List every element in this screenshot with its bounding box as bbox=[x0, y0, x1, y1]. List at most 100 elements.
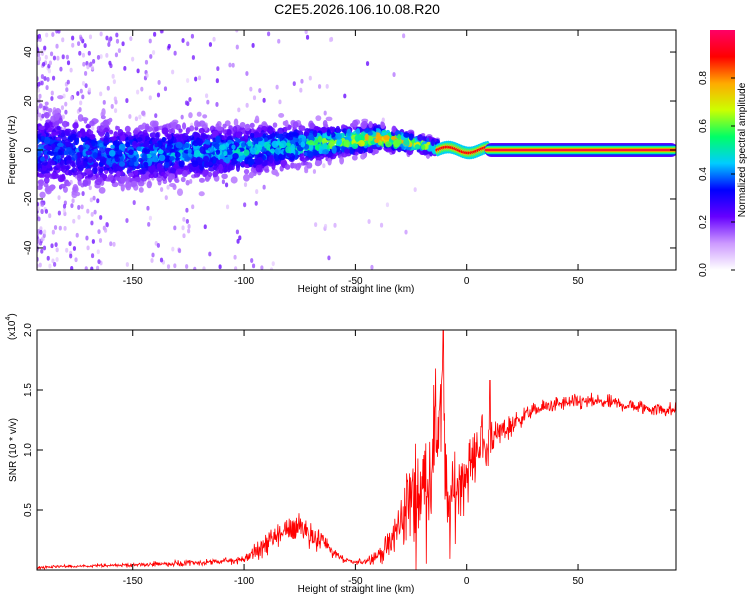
spectrogram-cell bbox=[368, 120, 373, 129]
spectrogram-cell bbox=[325, 116, 333, 122]
spectrogram-cell bbox=[157, 80, 161, 85]
spectrogram-cell bbox=[304, 169, 309, 174]
spectrogram-cell bbox=[71, 163, 77, 169]
spectrogram-cell bbox=[85, 235, 89, 241]
spectrogram-cell bbox=[185, 264, 189, 269]
snr-y-tick-label: 1.5 bbox=[23, 383, 34, 397]
spectrogram-cell bbox=[335, 132, 342, 140]
spectrogram-cell bbox=[85, 168, 92, 175]
spectrogram-cell bbox=[346, 128, 352, 137]
spectrogram-cell bbox=[312, 149, 318, 156]
spectrogram-cell bbox=[51, 131, 57, 136]
spectrogram-cell bbox=[106, 159, 111, 165]
spectrogram-cell bbox=[37, 171, 40, 177]
spectrogram-cell bbox=[60, 132, 66, 138]
spectrogram-cell bbox=[194, 76, 198, 82]
spectrogram-cell bbox=[163, 173, 168, 179]
spectrogram-cell bbox=[75, 232, 79, 238]
spectrogram-cell bbox=[51, 229, 55, 235]
spectrogram-cell bbox=[112, 241, 116, 247]
spectrogram-cell bbox=[43, 229, 47, 235]
spectrogram-cell bbox=[125, 177, 130, 185]
spectrogram-cell bbox=[90, 212, 94, 217]
spectrogram-cell bbox=[55, 43, 59, 49]
spectrogram-cell bbox=[37, 148, 42, 157]
spectrogram-cell bbox=[335, 125, 341, 133]
spectrogram-cell bbox=[235, 44, 239, 50]
spectrogram-x-tick-label: -50 bbox=[348, 276, 363, 287]
spectrogram-cell bbox=[113, 108, 118, 114]
spectrogram-cell bbox=[243, 149, 250, 156]
spectrogram-cell bbox=[71, 198, 75, 204]
spectrogram-cell bbox=[234, 266, 238, 270]
spectrogram-cell bbox=[38, 125, 46, 130]
spectrogram-cell bbox=[233, 118, 239, 127]
spectrogram-cell bbox=[360, 121, 367, 129]
spectrogram-cell bbox=[380, 121, 386, 129]
spectrogram-cell bbox=[37, 87, 41, 93]
spectrogram-cell bbox=[156, 92, 161, 98]
spectrogram-cell bbox=[285, 146, 292, 154]
spectrogram-cell bbox=[385, 148, 392, 153]
spectrogram-cell bbox=[68, 241, 72, 247]
snr-y-tick-label: 0.5 bbox=[23, 503, 34, 517]
spectrogram-cell bbox=[226, 129, 232, 136]
spectrogram-cell bbox=[138, 114, 142, 120]
spectrogram-cell bbox=[292, 121, 299, 129]
snr-series-line bbox=[37, 329, 677, 571]
spectrogram-cell bbox=[181, 170, 188, 178]
spectrogram-cell bbox=[77, 214, 81, 220]
spectrogram-cell bbox=[141, 153, 148, 161]
spectrogram-cell bbox=[69, 253, 73, 259]
spectrogram-cell bbox=[215, 135, 221, 144]
spectrogram-cell bbox=[402, 33, 406, 39]
spectrogram-cell bbox=[321, 126, 327, 134]
snr-y-ticks: 0.5 1.0 1.5 2.0 bbox=[23, 323, 676, 517]
spectrogram-cell bbox=[395, 139, 402, 146]
spectrogram-cell bbox=[84, 71, 88, 76]
spectrogram-cell bbox=[233, 254, 237, 260]
spectrogram-cell bbox=[370, 140, 375, 145]
spectrogram-y-ticks: -40 -20 0 20 40 bbox=[23, 46, 676, 255]
spectrogram-cell bbox=[65, 154, 72, 162]
spectrogram-cell bbox=[111, 73, 115, 79]
spectrogram-cell bbox=[277, 154, 283, 160]
spectrogram-cell bbox=[46, 150, 53, 155]
spectrogram-cell bbox=[168, 156, 175, 161]
spectrogram-cell bbox=[342, 128, 347, 133]
spectrogram-cell bbox=[188, 97, 192, 102]
spectrogram-cell bbox=[89, 120, 95, 127]
spectrogram-cell bbox=[37, 206, 40, 211]
spectrogram-cell bbox=[144, 59, 149, 65]
spectrogram-cell bbox=[224, 182, 229, 188]
spectrogram-cell bbox=[103, 227, 108, 233]
spectrogram-cell bbox=[370, 264, 374, 270]
spectrogram-cell bbox=[181, 225, 185, 231]
snr-x-tick-label: 0 bbox=[464, 576, 470, 587]
spectrogram-cell bbox=[37, 185, 43, 190]
snr-panel: -150 -100 -50 0 50 0.5 1.0 1.5 2.0 Height of st… bbox=[5, 313, 677, 595]
spectrogram-cell bbox=[198, 177, 206, 183]
spectrogram-cell bbox=[315, 156, 322, 162]
spectrogram-cell bbox=[102, 120, 110, 126]
spectrogram-cell bbox=[40, 236, 44, 242]
spectrogram-cell bbox=[231, 62, 235, 68]
spectrogram-cell bbox=[235, 163, 241, 172]
spectrogram-cell bbox=[98, 238, 103, 243]
spectrogram-cell bbox=[215, 149, 221, 155]
spectrogram-cell bbox=[187, 148, 192, 154]
spectrogram-cell bbox=[325, 83, 329, 89]
spectrogram-cell bbox=[114, 156, 120, 163]
spectrogram-cell bbox=[121, 41, 125, 47]
spectrogram-cell bbox=[250, 258, 254, 263]
spectrogram-cell bbox=[197, 75, 202, 81]
spectrogram-cell bbox=[84, 83, 88, 89]
spectrogram-cell bbox=[236, 148, 241, 154]
spectrogram-cell bbox=[255, 164, 263, 173]
spectrogram-y-tick-label: 0 bbox=[23, 147, 34, 153]
spectrogram-cell bbox=[149, 54, 153, 59]
spectrogram-x-tick-label: -150 bbox=[123, 276, 143, 287]
spectrogram-cell bbox=[199, 146, 206, 154]
spectrogram-cell bbox=[215, 78, 219, 84]
spectrogram-cell bbox=[206, 99, 210, 105]
